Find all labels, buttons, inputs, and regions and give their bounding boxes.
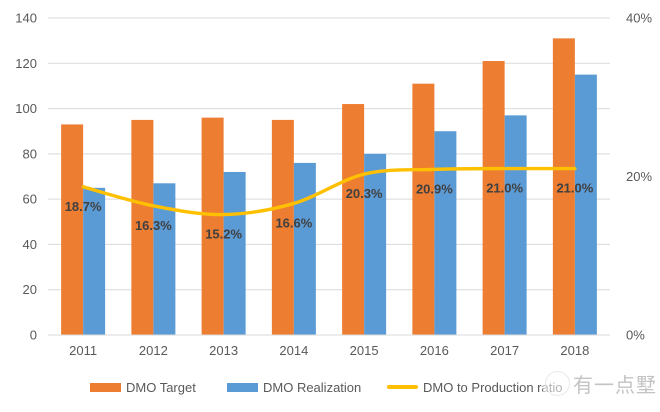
left-axis-tick: 80 bbox=[23, 146, 37, 161]
data-label-2018: 21.0% bbox=[556, 181, 593, 196]
bar-target-2011 bbox=[61, 124, 84, 336]
bar-target-2017 bbox=[482, 61, 505, 336]
x-axis-label-2015: 2015 bbox=[350, 343, 379, 358]
right-axis-tick: 0% bbox=[626, 328, 645, 343]
bar-realization-2016 bbox=[434, 131, 457, 335]
bar-target-2013 bbox=[201, 117, 224, 335]
left-axis-tick: 140 bbox=[15, 11, 37, 26]
bar-target-2012 bbox=[131, 119, 154, 336]
right-axis-tick: 20% bbox=[626, 169, 652, 184]
right-axis-tick: 40% bbox=[626, 11, 652, 26]
x-axis-label-2013: 2013 bbox=[209, 343, 238, 358]
x-axis-label-2012: 2012 bbox=[139, 343, 168, 358]
data-label-2016: 20.9% bbox=[416, 181, 453, 196]
left-axis-tick: 0 bbox=[30, 328, 37, 343]
bar-realization-2017 bbox=[504, 115, 527, 335]
bar-realization-2012 bbox=[153, 183, 176, 335]
left-axis-tick: 100 bbox=[15, 101, 37, 116]
bar-target-2015 bbox=[342, 104, 365, 336]
data-label-2011: 18.7% bbox=[65, 199, 102, 214]
legend-swatch-dmo-target bbox=[90, 382, 121, 392]
bar-realization-2015 bbox=[364, 153, 387, 335]
bar-target-2016 bbox=[412, 83, 435, 336]
bar-realization-2011 bbox=[83, 187, 106, 335]
left-axis-tick: 20 bbox=[23, 282, 37, 297]
left-axis-tick: 60 bbox=[23, 192, 37, 207]
bar-target-2018 bbox=[552, 38, 575, 335]
x-axis-label-2014: 2014 bbox=[279, 343, 308, 358]
legend-label: DMO Target bbox=[126, 379, 196, 395]
data-label-2015: 20.3% bbox=[346, 186, 383, 201]
left-axis-tick: 120 bbox=[15, 56, 37, 71]
x-axis-label-2011: 2011 bbox=[69, 343, 97, 358]
x-axis-label-2016: 2016 bbox=[420, 343, 449, 358]
legend-item-dmo-to-production-ratio[interactable]: DMO to Production ratio bbox=[387, 378, 562, 396]
watermark: 有一点墅 bbox=[543, 368, 659, 399]
watermark-text: 有一点墅 bbox=[573, 375, 657, 397]
bar-target-2014 bbox=[271, 119, 294, 336]
watermark-logo-icon bbox=[545, 371, 570, 396]
legend-label: DMO Realization bbox=[263, 379, 362, 395]
x-axis-label-2018: 2018 bbox=[560, 343, 589, 358]
bar-realization-2014 bbox=[293, 162, 316, 335]
legend-swatch-dmo-to-production-ratio bbox=[387, 385, 418, 389]
left-axis-tick: 40 bbox=[23, 237, 37, 252]
legend-label: DMO to Production ratio bbox=[423, 379, 563, 395]
data-label-2017: 21.0% bbox=[486, 181, 523, 196]
legend-swatch-dmo-realization bbox=[227, 382, 258, 392]
legend-item-dmo-realization[interactable]: DMO Realization bbox=[227, 378, 361, 396]
x-axis-label-2017: 2017 bbox=[490, 343, 519, 358]
data-label-2012: 16.3% bbox=[135, 218, 172, 233]
data-label-2013: 15.2% bbox=[205, 227, 242, 242]
bar-realization-2018 bbox=[574, 74, 597, 335]
legend-item-dmo-target[interactable]: DMO Target bbox=[90, 378, 196, 396]
bar-realization-2013 bbox=[223, 171, 246, 335]
ratio-line bbox=[81, 166, 577, 217]
data-label-2014: 16.6% bbox=[275, 215, 312, 230]
